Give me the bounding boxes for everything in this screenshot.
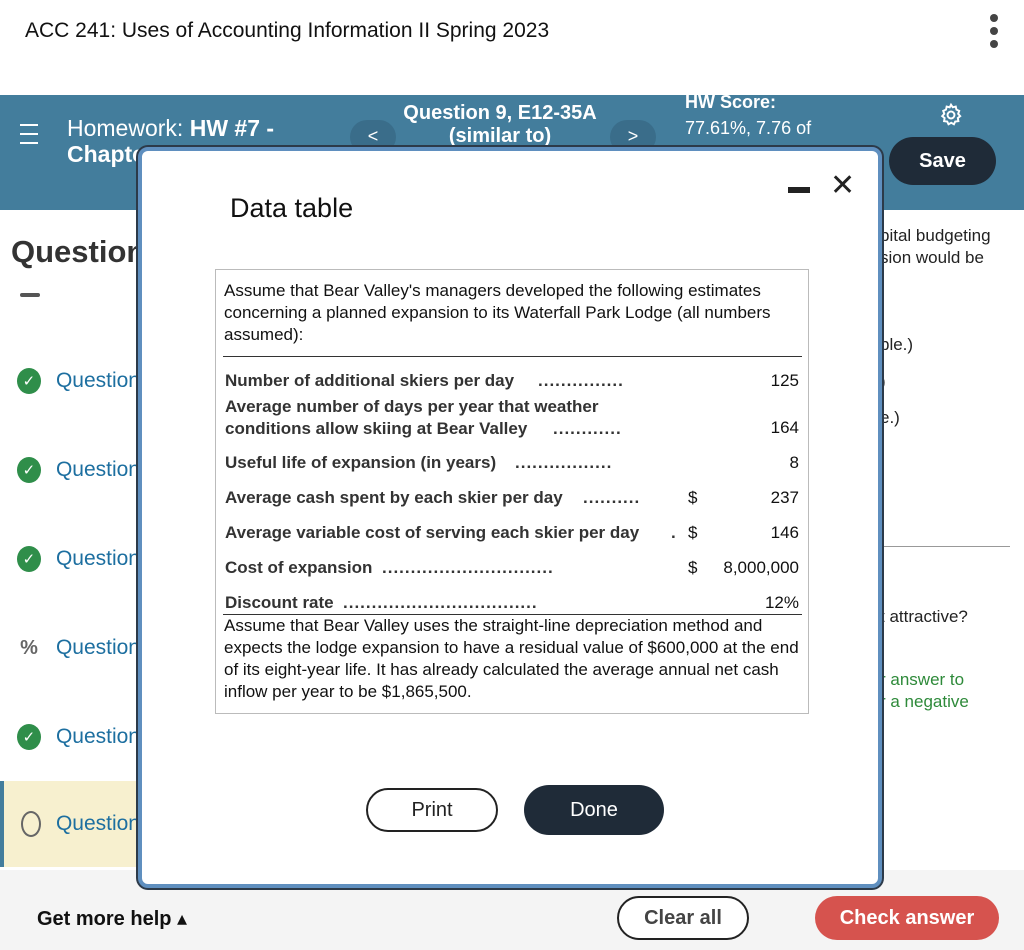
print-button[interactable]: Print [366, 788, 498, 832]
row-label: Average number of days per year that wea… [225, 397, 599, 416]
table-intro: Assume that Bear Valley's managers devel… [224, 281, 771, 344]
data-table: Assume that Bear Valley's managers devel… [215, 269, 809, 714]
modal-title: Data table [230, 193, 354, 223]
homework-prefix: Homework: [67, 115, 190, 141]
row-value: 146 [770, 523, 799, 542]
homework-title[interactable]: Homework: HW #7 - Chapter 12 [67, 115, 327, 167]
clear-all-button[interactable]: Clear all [617, 896, 749, 940]
currency-symbol: $ [688, 488, 698, 507]
row-value: 8,000,000 [723, 558, 799, 577]
right-text: sion would be [880, 248, 984, 267]
right-text: e.) [880, 408, 900, 427]
leader-dots: .............................. [382, 558, 554, 577]
leader-dots: .................................. [343, 593, 538, 612]
right-text: ) [880, 372, 886, 391]
question-link[interactable]: Question [55, 636, 140, 659]
divider [882, 546, 1010, 547]
question-link[interactable]: Question [55, 812, 140, 835]
table-row: Average variable cost of serving each sk… [225, 522, 801, 544]
row-label: Useful life of expansion (in years) [225, 453, 497, 472]
score-label: HW Score: [685, 92, 777, 112]
done-button[interactable]: Done [524, 785, 664, 835]
table-row: Cost of expansion ......................… [225, 557, 801, 579]
row-value: 237 [770, 488, 799, 507]
question-link[interactable]: Question [55, 369, 140, 392]
partial-credit-icon: % [20, 636, 38, 659]
right-text: ble.) [880, 335, 914, 354]
question-link[interactable]: Question [55, 725, 140, 748]
minimize-icon[interactable] [788, 187, 810, 193]
currency-symbol: $ [688, 523, 698, 542]
row-label: Average cash spent by each skier per day [225, 488, 563, 507]
sidebar-question-item[interactable]: ✓ Question [0, 361, 140, 401]
course-title: ACC 241: Uses of Accounting Information … [25, 19, 550, 42]
right-text-hint: r a negative [880, 692, 969, 711]
currency-symbol: $ [688, 558, 698, 577]
sidebar-question-item[interactable]: % Question [0, 628, 140, 668]
homework-score: HW Score: 77.61%, 7.76 of [685, 89, 845, 141]
collapse-icon[interactable] [20, 293, 40, 297]
divider [223, 614, 802, 615]
close-icon[interactable]: ✕ [830, 169, 856, 202]
row-value: 8 [789, 453, 799, 472]
right-text: pital budgeting [880, 226, 991, 245]
unanswered-icon [21, 811, 41, 837]
get-more-help-button[interactable]: Get more help ▴ [37, 908, 188, 930]
table-row: Useful life of expansion (in years) ....… [225, 452, 801, 474]
row-label: Cost of expansion [225, 558, 373, 577]
table-row: Discount rate ..........................… [225, 592, 801, 614]
menu-icon[interactable] [20, 124, 38, 144]
leader-dots: ............... [538, 371, 624, 390]
score-value: 77.61%, 7.76 of [685, 118, 812, 138]
row-label: Discount rate [225, 593, 334, 612]
row-value: 164 [770, 418, 799, 437]
row-value: 125 [770, 371, 799, 390]
right-text: t attractive? [880, 607, 968, 626]
row-value: 12% [764, 593, 799, 612]
right-text-hint: r answer to [880, 670, 965, 689]
data-table-modal: Data table ✕ Assume that Bear Valley's m… [138, 147, 882, 888]
leader-dots: .......... [583, 488, 641, 507]
sidebar-question-item[interactable]: ✓ Question [0, 450, 140, 490]
question-link[interactable]: Question [55, 547, 140, 570]
table-outro: Assume that Bear Valley uses the straigh… [224, 616, 799, 701]
table-row: Number of additional skiers per day ....… [225, 370, 801, 392]
gear-icon[interactable] [938, 102, 964, 128]
sidebar-question-item-current[interactable]: Question [0, 781, 140, 867]
row-label-continued: conditions allow skiing at Bear Valley [225, 419, 528, 438]
question-link[interactable]: Question [55, 458, 140, 481]
leader-dots: . [671, 523, 677, 542]
save-button[interactable]: Save [889, 137, 996, 185]
leader-dots: ................. [515, 453, 613, 472]
table-row: Average cash spent by each skier per day… [225, 487, 801, 509]
question-title[interactable]: Question 9, E12-35A (similar to) [403, 102, 597, 147]
check-icon: ✓ [17, 457, 41, 483]
check-icon: ✓ [17, 368, 41, 394]
sidebar-question-item[interactable]: ✓ Question [0, 539, 140, 579]
row-label: Average variable cost of serving each sk… [225, 523, 640, 542]
check-answer-button[interactable]: Check answer [815, 896, 999, 940]
sidebar-question-item[interactable]: ✓ Question [0, 717, 140, 757]
more-options-icon[interactable] [987, 14, 1001, 48]
check-icon: ✓ [17, 546, 41, 572]
divider [223, 356, 802, 357]
row-label: Number of additional skiers per day [225, 371, 515, 390]
table-row: Average number of days per year that wea… [225, 396, 801, 440]
leader-dots: ............ [553, 419, 622, 438]
check-icon: ✓ [17, 724, 41, 750]
sidebar-heading: Question [11, 234, 146, 269]
